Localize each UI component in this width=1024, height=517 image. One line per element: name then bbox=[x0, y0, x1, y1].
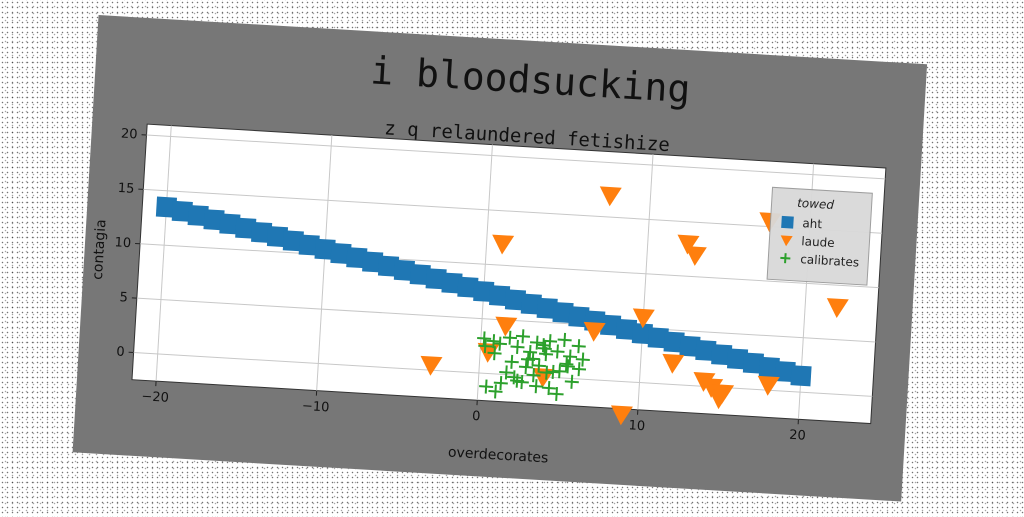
y-tick-label: 15 bbox=[117, 181, 134, 197]
y-tick-label: 20 bbox=[121, 127, 138, 143]
legend-label-laude: laude bbox=[801, 234, 835, 250]
aht-point bbox=[790, 365, 811, 386]
y-tick-label: 10 bbox=[114, 235, 131, 251]
legend-title: towed bbox=[797, 196, 835, 212]
x-tick-label: 20 bbox=[789, 428, 806, 444]
x-tick-label: 10 bbox=[628, 418, 645, 434]
x-tick-label: −20 bbox=[141, 389, 169, 406]
legend-label-aht: aht bbox=[802, 216, 823, 231]
y-tick-label: 0 bbox=[116, 344, 125, 359]
x-tick-label: 0 bbox=[472, 409, 481, 424]
y-tick-label: 5 bbox=[119, 290, 128, 305]
legend-marker-aht bbox=[781, 216, 794, 229]
x-tick-label: −10 bbox=[302, 399, 330, 416]
